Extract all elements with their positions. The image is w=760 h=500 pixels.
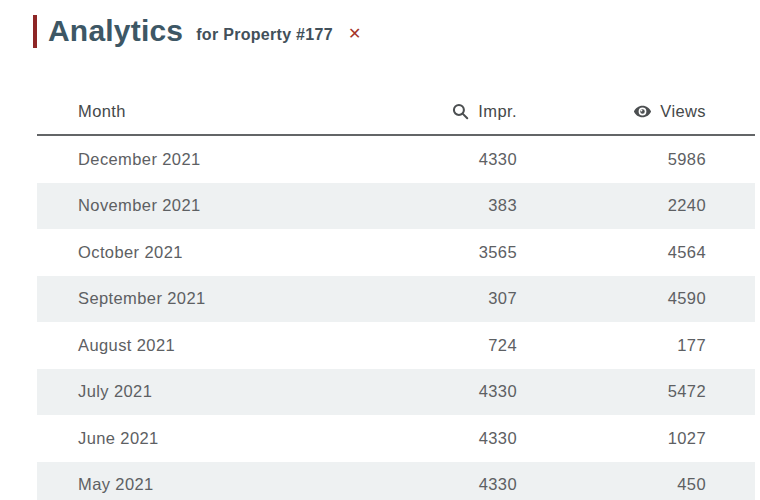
month-cell: November 2021 xyxy=(78,196,317,215)
eye-icon xyxy=(633,102,652,121)
month-cell: July 2021 xyxy=(78,382,317,401)
column-header-impressions: Impr. xyxy=(317,102,517,121)
column-header-views-label: Views xyxy=(660,102,706,121)
table-row: October 2021 3565 4564 xyxy=(37,229,755,276)
table-row: November 2021 383 2240 xyxy=(37,183,755,230)
page-header: Analytics for Property #177 ✕ xyxy=(0,0,760,52)
views-cell: 4590 xyxy=(517,289,706,308)
views-cell: 4564 xyxy=(517,243,706,262)
month-cell: September 2021 xyxy=(78,289,317,308)
table-row: August 2021 724 177 xyxy=(37,322,755,369)
page-subtitle: for Property #177 xyxy=(196,26,333,44)
views-cell: 2240 xyxy=(517,196,706,215)
table-row: July 2021 4330 5472 xyxy=(37,369,755,416)
table-header-row: Month Impr. Views xyxy=(37,89,755,136)
views-cell: 1027 xyxy=(517,429,706,448)
analytics-table: Month Impr. Views December 2021 4330 598… xyxy=(37,89,755,500)
views-cell: 177 xyxy=(517,336,706,355)
table-row: May 2021 4330 450 xyxy=(37,462,755,500)
month-cell: August 2021 xyxy=(78,336,317,355)
column-header-month: Month xyxy=(78,102,317,121)
impressions-cell: 3565 xyxy=(317,243,517,262)
views-cell: 450 xyxy=(517,475,706,494)
views-cell: 5472 xyxy=(517,382,706,401)
impressions-cell: 307 xyxy=(317,289,517,308)
month-cell: October 2021 xyxy=(78,243,317,262)
column-header-impressions-label: Impr. xyxy=(478,102,517,121)
impressions-cell: 724 xyxy=(317,336,517,355)
close-icon[interactable]: ✕ xyxy=(348,26,361,42)
views-cell: 5986 xyxy=(517,150,706,169)
table-row: December 2021 4330 5986 xyxy=(37,136,755,183)
search-icon xyxy=(451,102,470,121)
impressions-cell: 383 xyxy=(317,196,517,215)
title-accent-bar xyxy=(33,15,37,48)
impressions-cell: 4330 xyxy=(317,150,517,169)
impressions-cell: 4330 xyxy=(317,382,517,401)
month-cell: June 2021 xyxy=(78,429,317,448)
page-title: Analytics xyxy=(48,16,183,46)
table-row: September 2021 307 4590 xyxy=(37,276,755,323)
column-header-views: Views xyxy=(517,102,706,121)
impressions-cell: 4330 xyxy=(317,475,517,494)
impressions-cell: 4330 xyxy=(317,429,517,448)
month-cell: May 2021 xyxy=(78,475,317,494)
table-row: June 2021 4330 1027 xyxy=(37,415,755,462)
month-cell: December 2021 xyxy=(78,150,317,169)
